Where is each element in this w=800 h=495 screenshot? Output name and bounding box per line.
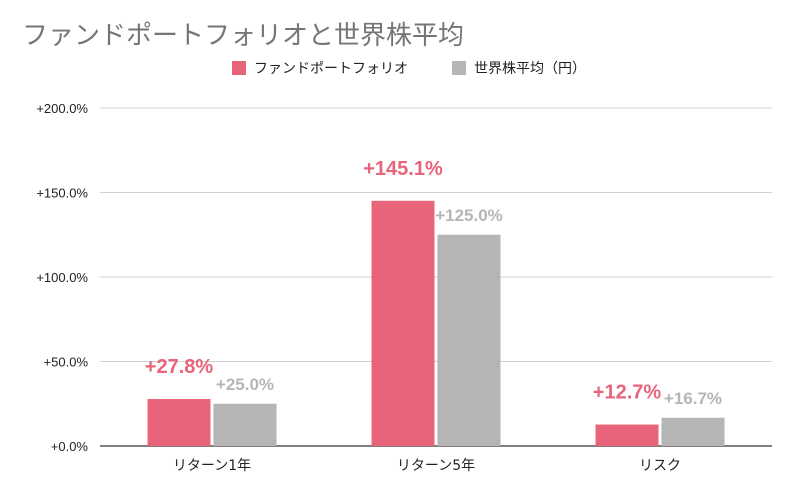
data-label-2-3: +16.7% <box>664 389 722 408</box>
data-labels: +27.8%+25.0% +145.1% +125.0% +12.7% +16.7% <box>145 158 722 408</box>
x-axis-categories: リターン1年 リターン5年 リスク <box>173 458 681 474</box>
legend-label-2: 世界株平均（円） <box>474 61 586 77</box>
data-label-1-2: +145.1% <box>363 158 443 180</box>
y-tick-label: +0.0% <box>51 439 89 454</box>
data-label-1-1: +27.8% <box>145 356 214 378</box>
legend-label-1: ファンドポートフォリオ <box>254 61 408 77</box>
data-label-2-2: +125.0% <box>435 206 503 225</box>
legend-swatch-2 <box>452 61 466 75</box>
chart-title: ファンドポートフォリオと世界株平均 <box>22 21 464 51</box>
bar-1-2 <box>371 200 435 446</box>
bar-2-3 <box>661 417 725 446</box>
bar-2-2 <box>437 234 501 446</box>
x-category-label: リターン5年 <box>397 458 475 474</box>
y-tick-label: +50.0% <box>44 355 89 370</box>
x-category-label: リターン1年 <box>173 458 251 474</box>
x-category-label: リスク <box>639 458 681 474</box>
y-axis-ticks: +0.0% +50.0% +100.0% +150.0% +200.0% <box>36 101 88 454</box>
gridlines <box>100 107 772 447</box>
y-tick-label: +200.0% <box>36 101 88 116</box>
y-tick-label: +100.0% <box>36 270 88 285</box>
legend-swatch-1 <box>232 61 246 75</box>
bar-2-1 <box>213 403 277 446</box>
data-label-2-1: +25.0% <box>216 375 274 394</box>
bar-1-1 <box>147 399 211 446</box>
y-tick-label: +150.0% <box>36 186 88 201</box>
bar-1-3 <box>595 424 659 446</box>
data-label-1-3: +12.7% <box>593 382 662 404</box>
legend: ファンドポートフォリオ 世界株平均（円） <box>232 61 586 77</box>
bars <box>147 200 725 446</box>
